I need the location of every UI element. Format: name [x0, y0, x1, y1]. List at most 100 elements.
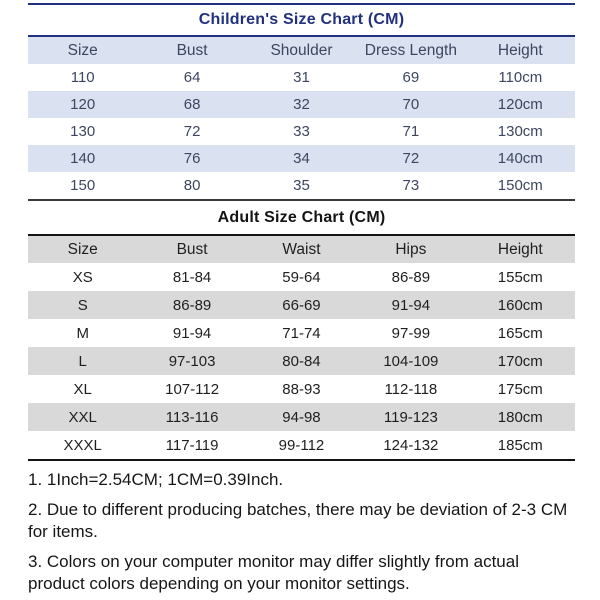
table-cell: 110	[70, 69, 95, 86]
children-size-chart-section: Children's Size Chart (CM) Size Bust Shoul…	[28, 3, 575, 199]
adult-title-divider	[28, 234, 575, 236]
top-divider	[28, 3, 575, 5]
note-color-disclaimer: 3. Colors on your computer monitor may d…	[28, 551, 519, 594]
table-cell: 81-84	[172, 268, 212, 286]
table-cell: 175cm	[497, 380, 543, 398]
table-cell: 107-112	[165, 380, 220, 398]
table-cell: 150	[70, 177, 96, 194]
table-cell: 97-99	[391, 324, 431, 342]
table-cell: 32	[293, 96, 310, 113]
table-cell: 88-93	[282, 380, 321, 398]
table-row: 130 72 33 71 130cm	[28, 118, 575, 145]
column-header: Waist	[246, 236, 357, 263]
table-row: 110 64 31 69 110cm	[28, 64, 575, 91]
table-cell: 68	[183, 96, 201, 113]
table-cell: 140cm	[497, 150, 543, 167]
header-row: Size Bust Waist Hips Height	[28, 236, 575, 263]
column-header: Dress Length	[356, 37, 466, 64]
table-cell: 165cm	[497, 324, 543, 342]
column-header: Size	[28, 37, 138, 64]
table-cell: 64	[183, 69, 201, 86]
table-row: 120 68 32 70 120cm	[28, 91, 575, 118]
table-cell: XXXL	[63, 436, 102, 454]
table-cell: 117-119	[165, 436, 219, 454]
section-divider	[28, 199, 575, 201]
table-row: M 91-94 71-74 97-99 165cm	[28, 319, 575, 347]
table-cell: 72	[183, 123, 201, 140]
column-header: Shoulder	[246, 37, 357, 64]
table-cell: 170cm	[497, 352, 543, 370]
table-cell: 86-89	[391, 268, 431, 286]
table-row: XXL 113-116 94-98 119-123 180cm	[28, 403, 575, 431]
table-cell: 80	[183, 177, 201, 194]
table-cell: 69	[402, 69, 420, 86]
table-cell: 113-116	[165, 408, 219, 426]
table-cell: 73	[402, 177, 420, 194]
table-cell: 80-84	[282, 352, 321, 370]
table-row: S 86-89 66-69 91-94 160cm	[28, 291, 575, 319]
table-cell: 124-132	[383, 436, 439, 454]
table-row: 150 80 35 73 150cm	[28, 172, 575, 199]
table-cell: XS	[72, 268, 93, 286]
column-header: Height	[465, 236, 575, 263]
header-row: Size Bust Shoulder Dress Length Height	[28, 37, 575, 64]
table-cell: 110cm	[498, 69, 543, 86]
table-cell: 91-94	[391, 296, 431, 314]
table-cell: 70	[402, 96, 420, 113]
table-cell: 76	[183, 150, 201, 167]
table-row: 140 76 34 72 140cm	[28, 145, 575, 172]
table-cell: 130	[70, 123, 96, 140]
table-cell: S	[77, 296, 88, 314]
table-cell: 180cm	[497, 408, 543, 426]
table-cell: 104-109	[383, 352, 439, 370]
note-size-deviation: 2. Due to different producing batches, t…	[28, 499, 568, 542]
table-cell: 86-89	[172, 296, 212, 314]
table-cell: 150cm	[497, 177, 543, 194]
table-cell: 72	[402, 150, 420, 167]
table-cell: 160cm	[497, 296, 543, 314]
table-cell: 120	[70, 96, 96, 113]
column-header: Bust	[137, 236, 247, 263]
table-cell: 59-64	[282, 268, 321, 286]
table-cell: 185cm	[497, 436, 543, 454]
adult-bottom-divider	[28, 459, 575, 461]
table-cell: M	[76, 324, 89, 342]
note-inch-conversion: 1. 1Inch=2.54CM; 1CM=0.39Inch.	[28, 470, 284, 489]
table-cell: 71-74	[282, 324, 321, 342]
table-cell: 34	[293, 150, 310, 167]
table-cell: 119-123	[383, 408, 438, 426]
table-cell: XXL	[68, 408, 97, 426]
footnotes: 1. 1Inch=2.54CM; 1CM=0.39Inch. 2. Due to…	[28, 461, 573, 596]
column-header: Height	[465, 37, 575, 64]
table-cell: 31	[293, 69, 310, 86]
table-cell: 66-69	[282, 296, 321, 314]
table-cell: 120cm	[497, 96, 543, 113]
table-row: XXXL 117-119 99-112 124-132 185cm	[28, 431, 575, 459]
table-row: XS 81-84 59-64 86-89 155cm	[28, 263, 575, 291]
table-row: XL 107-112 88-93 112-118 175cm	[28, 375, 575, 403]
table-cell: 33	[293, 123, 310, 140]
children-title-divider	[28, 35, 575, 37]
table-cell: 97-103	[168, 352, 216, 370]
column-header: Size	[28, 236, 138, 263]
adult-size-table: Size Bust Waist Hips Height XS 81-84 59-64 86-89…	[28, 236, 575, 459]
table-row: L 97-103 80-84 104-109 170cm	[28, 347, 575, 375]
table-cell: XL	[73, 380, 92, 398]
children-size-table: Size Bust Shoulder Dress Length Height 110 64 3…	[28, 37, 575, 199]
table-cell: 91-94	[172, 324, 212, 342]
table-cell: 94-98	[282, 408, 321, 426]
adult-size-chart-section: Adult Size Chart (CM) Size Bust Waist Hips H…	[28, 199, 575, 461]
children-chart-title: Children's Size Chart (CM)	[198, 11, 405, 28]
table-cell: 71	[402, 123, 420, 140]
table-cell: 35	[293, 177, 310, 194]
column-header: Hips	[356, 236, 466, 263]
adult-chart-title: Adult Size Chart (CM)	[217, 209, 386, 226]
table-cell: 130cm	[497, 123, 543, 140]
column-header: Bust	[137, 37, 247, 64]
table-cell: 155cm	[497, 268, 543, 286]
table-cell: 140	[70, 150, 96, 167]
table-cell: 112-118	[384, 380, 438, 398]
table-cell: 99-112	[278, 436, 325, 454]
table-cell: L	[78, 352, 87, 370]
